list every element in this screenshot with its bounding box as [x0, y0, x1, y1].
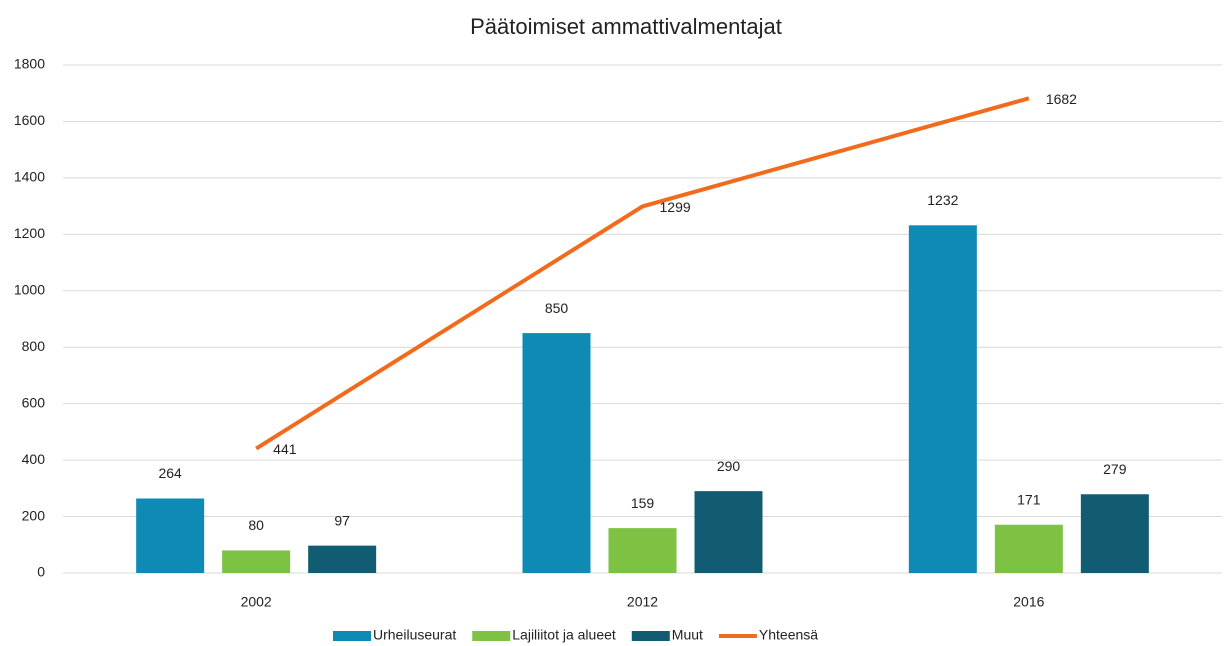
- y-tick-label: 1600: [14, 112, 45, 128]
- legend-label: Urheiluseurat: [373, 627, 456, 643]
- data-label: 279: [1103, 461, 1127, 477]
- y-tick-label: 1200: [14, 225, 45, 241]
- data-label: 1232: [927, 192, 958, 208]
- legend-label: Yhteensä: [759, 627, 818, 643]
- x-tick-label: 2016: [1013, 594, 1044, 610]
- data-label: 264: [158, 465, 182, 481]
- legend-label: Lajiliitot ja alueet: [512, 627, 616, 643]
- y-tick-label: 1800: [14, 56, 45, 72]
- y-tick-label: 800: [22, 338, 46, 354]
- data-label: 159: [631, 495, 655, 511]
- x-tick-label: 2002: [241, 594, 272, 610]
- y-tick-label: 400: [22, 451, 46, 467]
- y-tick-label: 200: [22, 507, 46, 523]
- x-tick-label: 2012: [627, 594, 658, 610]
- legend-swatch: [631, 631, 670, 641]
- bar: [608, 528, 677, 573]
- bar: [222, 550, 291, 573]
- bar: [522, 333, 591, 573]
- bar: [908, 225, 977, 573]
- data-label: 850: [545, 300, 569, 316]
- y-tick-label: 1000: [14, 281, 45, 297]
- legend-label: Muut: [672, 627, 703, 643]
- data-label: 171: [1017, 491, 1041, 507]
- bar: [136, 498, 205, 573]
- data-label: 441: [273, 441, 297, 457]
- y-tick-label: 0: [37, 564, 45, 580]
- y-tick-label: 600: [22, 394, 46, 410]
- legend-swatch: [472, 631, 511, 641]
- bar: [694, 491, 763, 573]
- bar: [308, 545, 377, 573]
- data-label: 97: [334, 512, 350, 528]
- legend-swatch: [333, 631, 371, 641]
- data-label: 290: [717, 458, 741, 474]
- data-label: 80: [248, 517, 264, 533]
- data-label: 1682: [1046, 91, 1077, 107]
- data-label: 1299: [660, 199, 691, 215]
- chart-title: Päätoimiset ammattivalmentajat: [470, 14, 782, 39]
- bar: [1080, 494, 1149, 573]
- y-tick-label: 1400: [14, 169, 45, 185]
- bar: [994, 524, 1063, 573]
- line: [255, 96, 1030, 451]
